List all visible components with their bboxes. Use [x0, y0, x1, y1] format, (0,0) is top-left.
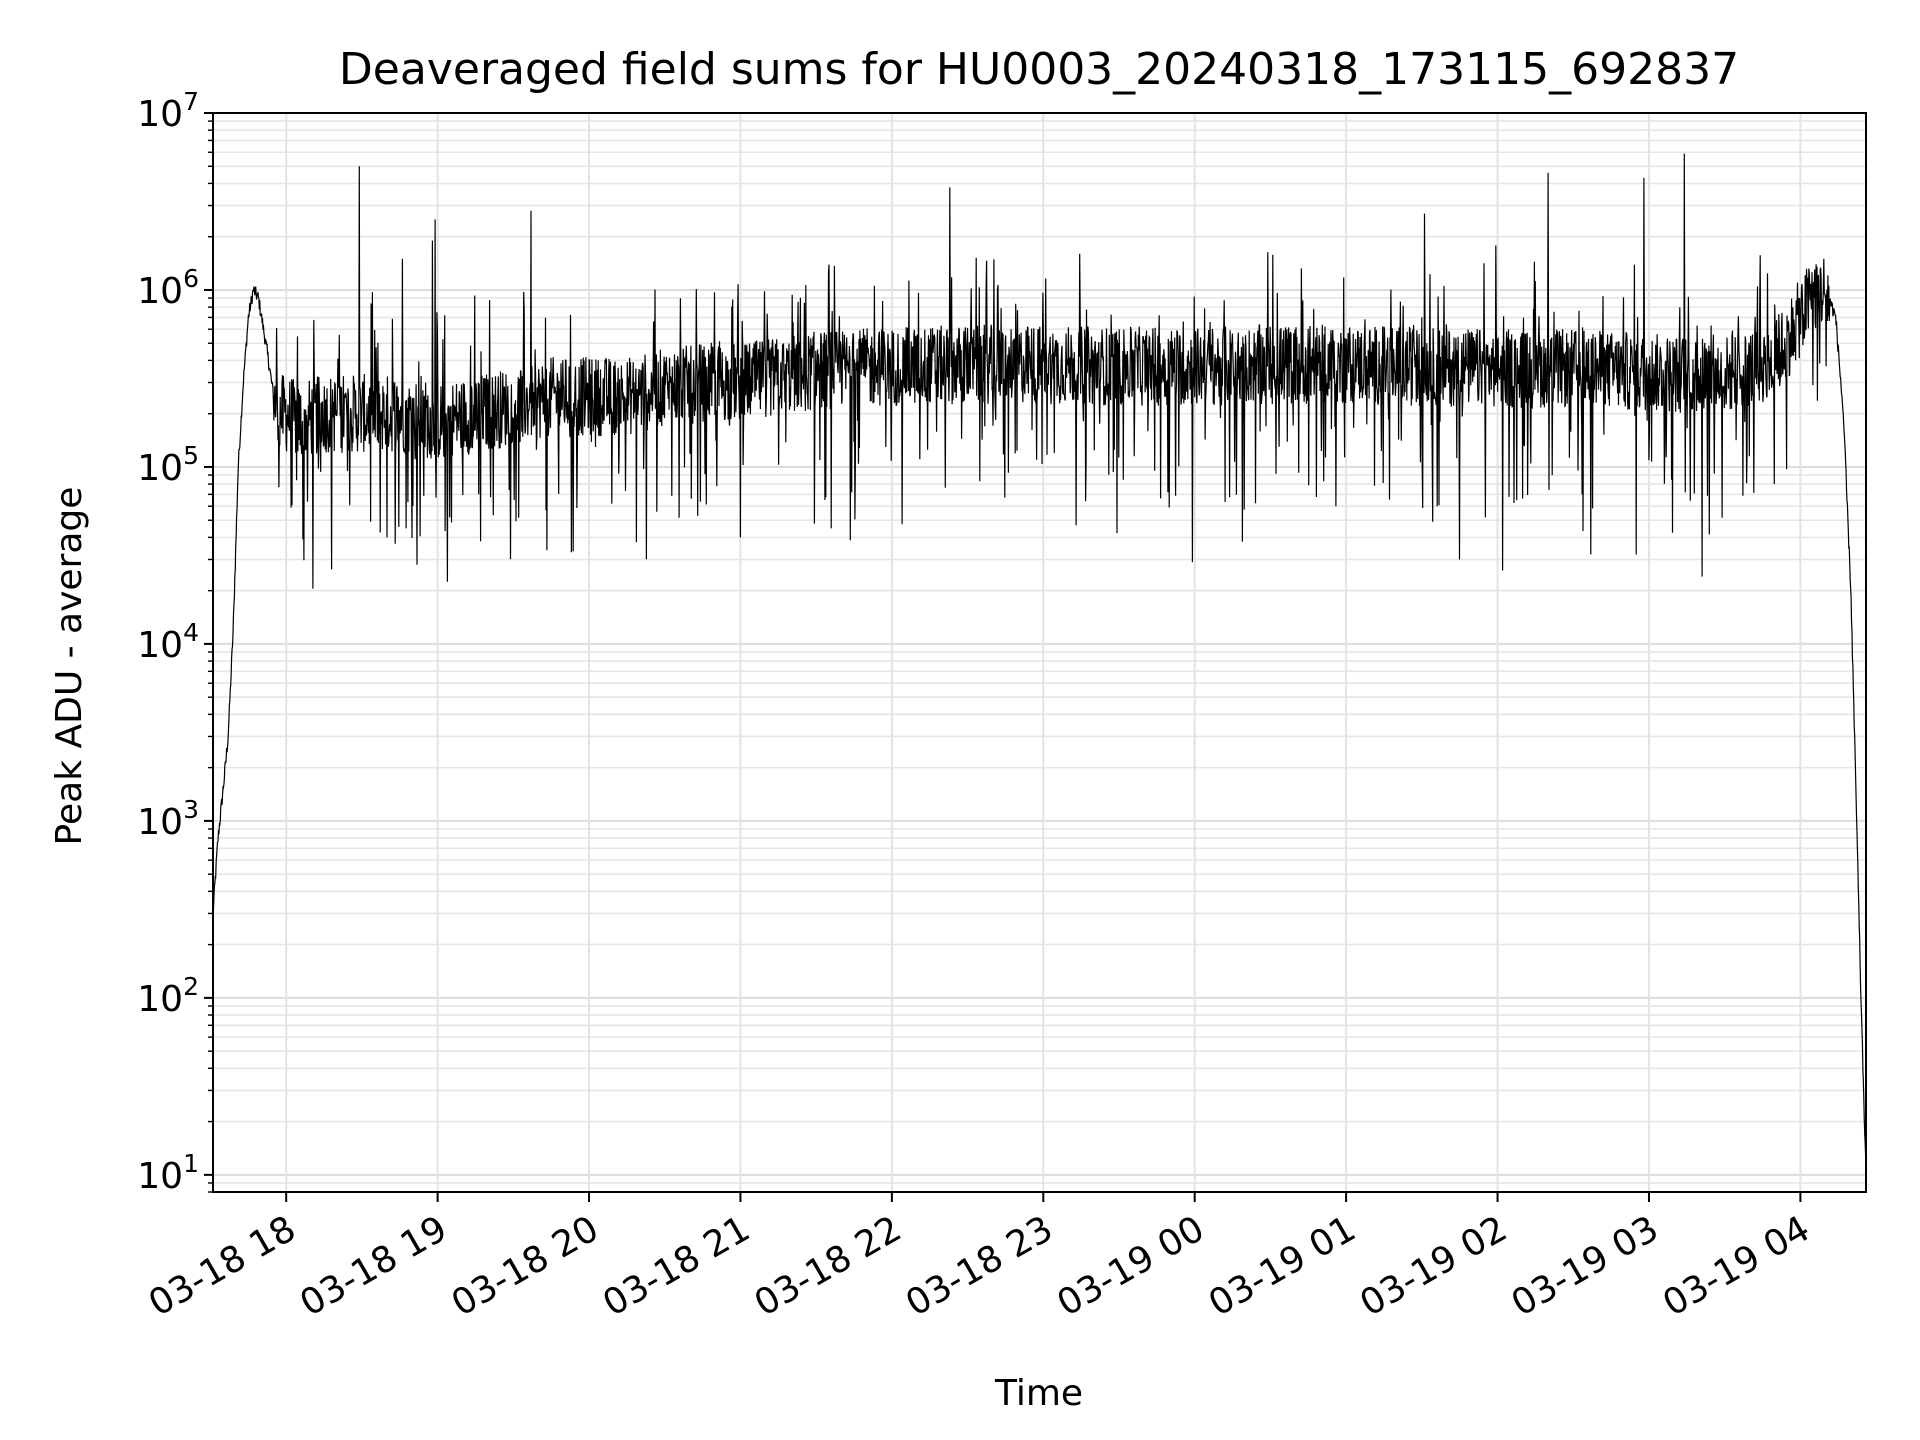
series: [212, 153, 1867, 1156]
y-tick-label: 106: [137, 264, 199, 312]
y-tick-label: 105: [137, 441, 199, 489]
y-tick-label: 104: [137, 618, 199, 666]
x-axis-label: Time: [994, 1373, 1083, 1414]
data-line: [212, 153, 1867, 1156]
chart-title: Deaveraged field sums for HU0003_2024031…: [339, 44, 1739, 95]
y-tick-label: 102: [137, 972, 199, 1020]
y-tick-label: 107: [137, 87, 199, 135]
y-axis-label: Peak ADU - average: [49, 487, 90, 846]
y-tick-label: 103: [137, 795, 199, 843]
y-tick-label: 101: [137, 1149, 199, 1197]
